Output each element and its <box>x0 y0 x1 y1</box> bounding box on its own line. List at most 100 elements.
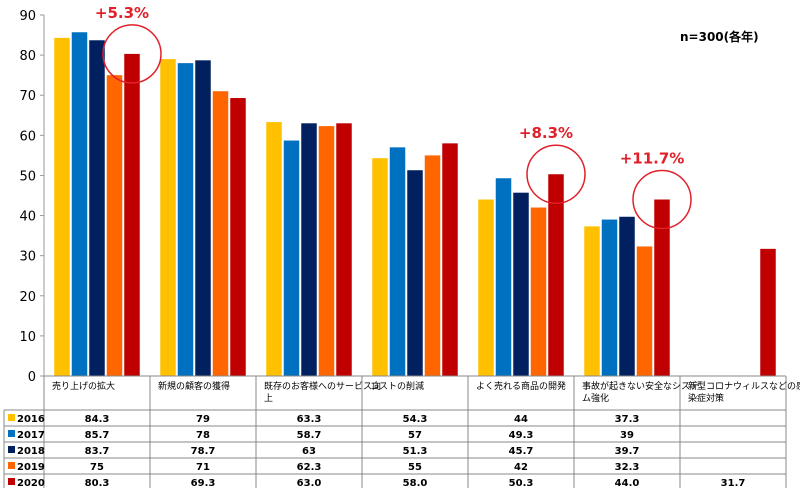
y-tick-label: 30 <box>19 250 36 265</box>
category-label: 上 <box>264 393 273 404</box>
table-cell: 54.3 <box>403 414 428 425</box>
table-cell: 78.7 <box>191 446 216 457</box>
table-cell: 58.0 <box>403 478 428 488</box>
bar <box>619 216 635 376</box>
legend-key <box>8 478 15 485</box>
bar <box>124 53 140 376</box>
highlight-circle <box>102 24 162 84</box>
table-cell: 84.3 <box>85 414 110 425</box>
y-tick-label: 60 <box>19 129 36 144</box>
category-label: 新規の顧客の獲得 <box>158 380 230 392</box>
table-cell: 69.3 <box>191 478 216 488</box>
category-label: コストの削減 <box>370 380 424 392</box>
legend-key <box>8 414 15 421</box>
legend-key <box>8 462 15 469</box>
change-annotation: +11.7% <box>620 150 685 168</box>
bar <box>89 40 105 377</box>
category-label: 売り上げの拡大 <box>52 380 115 392</box>
table-cell: 63 <box>302 446 316 457</box>
table-cell: 50.3 <box>509 478 534 488</box>
table-cell: 71 <box>196 462 210 473</box>
legend-label: 2016 <box>17 414 45 425</box>
bar <box>212 91 229 376</box>
table-cell: 57 <box>408 430 422 441</box>
bar <box>177 63 194 377</box>
table-cell: 75 <box>90 462 104 473</box>
table-cell: 37.3 <box>615 414 640 425</box>
table-cell: 51.3 <box>403 446 428 457</box>
bar <box>584 226 600 376</box>
bar <box>54 37 70 376</box>
bar <box>389 147 406 376</box>
table-cell: 39 <box>620 430 634 441</box>
table-cell: 80.3 <box>85 478 110 488</box>
bar <box>478 199 494 376</box>
y-tick-label: 90 <box>19 9 36 24</box>
bar <box>318 126 335 376</box>
y-tick-label: 70 <box>19 89 36 104</box>
legend-label: 2019 <box>17 462 45 473</box>
category-label: ム強化 <box>582 392 609 404</box>
category-label: 染症対策 <box>688 392 724 404</box>
bar <box>301 123 317 376</box>
table-cell: 83.7 <box>85 446 110 457</box>
bar <box>195 60 211 376</box>
bar <box>636 246 653 376</box>
legend-key <box>8 446 15 453</box>
table-cell: 45.7 <box>509 446 534 457</box>
y-tick-label: 20 <box>19 290 36 305</box>
y-tick-label: 10 <box>19 330 36 345</box>
table-cell: 62.3 <box>297 462 322 473</box>
bar <box>760 248 776 376</box>
bar <box>106 75 123 377</box>
category-label: よく売れる商品の開発 <box>476 380 566 392</box>
table-cell: 32.3 <box>615 462 640 473</box>
bar <box>336 123 352 376</box>
bar <box>266 122 282 376</box>
category-label: 既存のお客様へのサービス向 <box>264 380 381 392</box>
y-axis: 0 10 20 30 40 50 60 70 80 90 <box>19 9 45 385</box>
table-cell: 79 <box>196 414 210 425</box>
bar <box>548 174 564 376</box>
bar <box>513 192 529 376</box>
category-label: 事故が起きない安全なシステ <box>582 380 699 392</box>
table-cell: 58.7 <box>297 430 322 441</box>
y-tick-label: 0 <box>28 370 36 385</box>
table-cell: 55 <box>408 462 422 473</box>
bar <box>407 170 423 376</box>
y-tick-label: 50 <box>19 169 36 184</box>
bar <box>424 155 441 376</box>
bar <box>160 59 176 376</box>
bar <box>71 32 88 377</box>
table-cell: 31.7 <box>721 478 746 488</box>
table-cell: 85.7 <box>85 430 110 441</box>
table-cell: 63.0 <box>297 478 322 488</box>
table-cell: 42 <box>514 462 528 473</box>
bar <box>372 158 388 376</box>
category-label: 新型コロナウィルスなどの感 <box>688 380 800 392</box>
bar <box>230 98 246 376</box>
highlight-circle <box>632 169 692 230</box>
bar <box>442 143 458 376</box>
table-cell: 44 <box>514 414 528 425</box>
table-cell: 44.0 <box>615 478 640 488</box>
bar <box>283 140 300 376</box>
table-cell: 49.3 <box>509 430 534 441</box>
bar <box>654 199 670 376</box>
bar <box>530 207 547 376</box>
legend-label: 2018 <box>17 446 45 457</box>
bar <box>601 219 618 376</box>
table-cell: 78 <box>196 430 210 441</box>
legend-key <box>8 430 15 437</box>
legend-label: 2020 <box>17 478 45 488</box>
highlight-circle <box>526 144 586 204</box>
bars <box>54 32 776 377</box>
bar <box>495 178 512 376</box>
table-cell: 39.7 <box>615 446 640 457</box>
table-cell: 63.3 <box>297 414 322 425</box>
change-annotation: +8.3% <box>519 124 573 142</box>
sample-size-note: n=300(各年) <box>680 29 759 44</box>
y-tick-label: 40 <box>19 210 36 225</box>
